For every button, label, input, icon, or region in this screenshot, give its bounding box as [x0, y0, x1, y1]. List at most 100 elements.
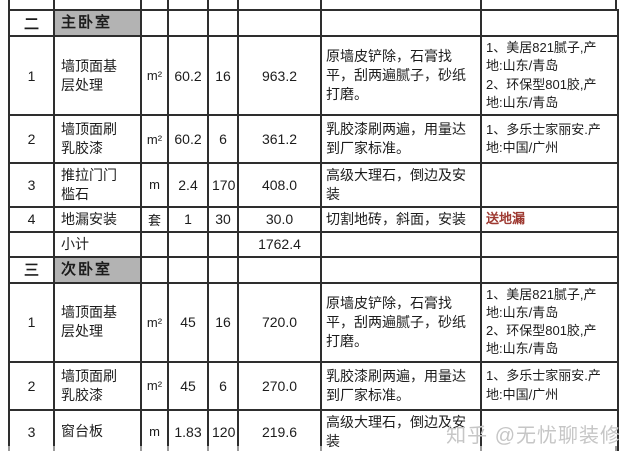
cell-item-name: 墙顶面基层处理 [53, 35, 142, 116]
cell-note [480, 162, 619, 208]
cell-description: 原墙皮铲除，石膏找平，刮两遍腻子，砂纸打磨。 [320, 35, 482, 116]
cell-description: 切割地砖，斜面，安装 [320, 205, 482, 233]
cell-note: 1、多乐士家丽安.产地:中国/广州 [480, 114, 619, 164]
subtotal-label: 小计 [53, 230, 142, 258]
cell-note: 1、美居821腻子,产地:山东/青岛 2、环保型801胶,产地:山东/青岛 [480, 35, 619, 116]
empty-cell [207, 255, 239, 284]
empty-cell [320, 230, 482, 258]
section-title: 次卧室 [53, 255, 142, 284]
cell-unit-price: 170 [207, 162, 239, 208]
cell-item-name: 墙顶面刷乳胶漆 [53, 360, 142, 411]
gridline-stub [167, 446, 169, 451]
cell-unit: m [140, 162, 169, 208]
cell-description: 乳胶漆刷两遍，用量达到厂家标准。 [320, 360, 482, 411]
cell-description: 原墙皮铲除，石膏找平，刮两遍腻子，砂纸打磨。 [320, 281, 482, 363]
empty-cell [480, 8, 619, 38]
cell-unit-price: 16 [207, 281, 239, 363]
cell-quantity: 60.2 [167, 35, 209, 116]
gridline-stub [207, 0, 209, 9]
cell-quantity: 60.2 [167, 114, 209, 164]
section-header-row: 二 主卧室 [8, 8, 619, 38]
gridline-stub [140, 0, 142, 9]
gridline-stub [320, 446, 322, 451]
gridline-stub [53, 446, 55, 451]
cell-row-number: 2 [8, 360, 55, 411]
cell-item-name: 窗台板 [53, 408, 142, 451]
cell-note: 1、多乐士家丽安.产地:中国/广州 [480, 360, 619, 411]
gridline-stub [480, 0, 482, 9]
cell-total: 361.2 [237, 114, 322, 164]
gridline-stub [320, 0, 322, 9]
cell-item-name: 墙顶面基层处理 [53, 281, 142, 363]
gridline-stub [207, 446, 209, 451]
gridline-stub [237, 446, 239, 451]
cell-row-number: 2 [8, 114, 55, 164]
table-row: 2 墙顶面刷乳胶漆 m² 60.2 6 361.2 乳胶漆刷两遍，用量达到厂家标… [8, 114, 619, 164]
cell-row-number: 3 [8, 408, 55, 451]
section-index: 二 [8, 8, 55, 38]
table-row: 1 墙顶面基层处理 m² 45 16 720.0 原墙皮铲除，石膏找平，刮两遍腻… [8, 281, 619, 363]
cell-unit-price: 120 [207, 408, 239, 451]
cell-row-number: 3 [8, 162, 55, 208]
cell-total: 219.6 [237, 408, 322, 451]
cell-unit: m² [140, 281, 169, 363]
section-index: 三 [8, 255, 55, 284]
gridline-stub [167, 0, 169, 9]
subtotal-row: 小计 1762.4 [8, 230, 619, 258]
empty-cell [167, 255, 209, 284]
empty-cell [237, 255, 322, 284]
empty-cell [480, 255, 619, 284]
cell-item-name: 推拉门门槛石 [53, 162, 142, 208]
cell-unit: m² [140, 114, 169, 164]
gridline-stub [53, 0, 55, 9]
cell-quantity: 2.4 [167, 162, 209, 208]
cell-item-name: 墙顶面刷乳胶漆 [53, 114, 142, 164]
empty-cell [140, 255, 169, 284]
empty-cell [207, 230, 239, 258]
gridline-stub [615, 446, 617, 451]
cell-quantity: 45 [167, 360, 209, 411]
gridline-stub [615, 0, 617, 9]
gridline-stub [140, 446, 142, 451]
cell-quantity: 1.83 [167, 408, 209, 451]
table-row: 3 推拉门门槛石 m 2.4 170 408.0 高级大理石，倒边及安装 [8, 162, 619, 208]
cell-description: 乳胶漆刷两遍，用量达到厂家标准。 [320, 114, 482, 164]
cell-unit: m² [140, 360, 169, 411]
table-row: 2 墙顶面刷乳胶漆 m² 45 6 270.0 乳胶漆刷两遍，用量达到厂家标准。… [8, 360, 619, 411]
cell-unit-price: 30 [207, 205, 239, 233]
cell-unit-price: 6 [207, 360, 239, 411]
gridline-stub [237, 0, 239, 9]
empty-cell [140, 8, 169, 38]
cell-total: 963.2 [237, 35, 322, 116]
cell-unit: 套 [140, 205, 169, 233]
cell-unit-price: 6 [207, 114, 239, 164]
empty-cell [320, 8, 482, 38]
cell-unit-price: 16 [207, 35, 239, 116]
cell-row-number: 1 [8, 35, 55, 116]
cell-unit: m [140, 408, 169, 451]
cell-total: 408.0 [237, 162, 322, 208]
cell-note: 1、美居821腻子,产地:山东/青岛 2、环保型801胶,产地:山东/青岛 [480, 281, 619, 363]
cell-item-name: 地漏安装 [53, 205, 142, 233]
empty-cell [320, 255, 482, 284]
empty-cell [167, 8, 209, 38]
cell-quantity: 1 [167, 205, 209, 233]
cell-total: 270.0 [237, 360, 322, 411]
empty-cell [480, 230, 619, 258]
cell-row-number: 4 [8, 205, 55, 233]
cell-description: 高级大理石，倒边及安装 [320, 408, 482, 451]
cell-note-highlight: 送地漏 [480, 205, 619, 233]
table-row: 3 窗台板 m 1.83 120 219.6 高级大理石，倒边及安装 [8, 408, 619, 451]
table-row: 4 地漏安装 套 1 30 30.0 切割地砖，斜面，安装 送地漏 [8, 205, 619, 233]
section-header-row: 三 次卧室 [8, 255, 619, 284]
cell-total: 720.0 [237, 281, 322, 363]
empty-cell [207, 8, 239, 38]
empty-cell [237, 8, 322, 38]
subtotal-value: 1762.4 [237, 230, 322, 258]
cell-total: 30.0 [237, 205, 322, 233]
cell-quantity: 45 [167, 281, 209, 363]
gridline-stub [8, 446, 10, 451]
renovation-quote-table: 二 主卧室 1 墙顶面基层处理 m² 60.2 16 963.2 原墙皮铲除，石… [8, 8, 619, 451]
empty-cell [140, 230, 169, 258]
